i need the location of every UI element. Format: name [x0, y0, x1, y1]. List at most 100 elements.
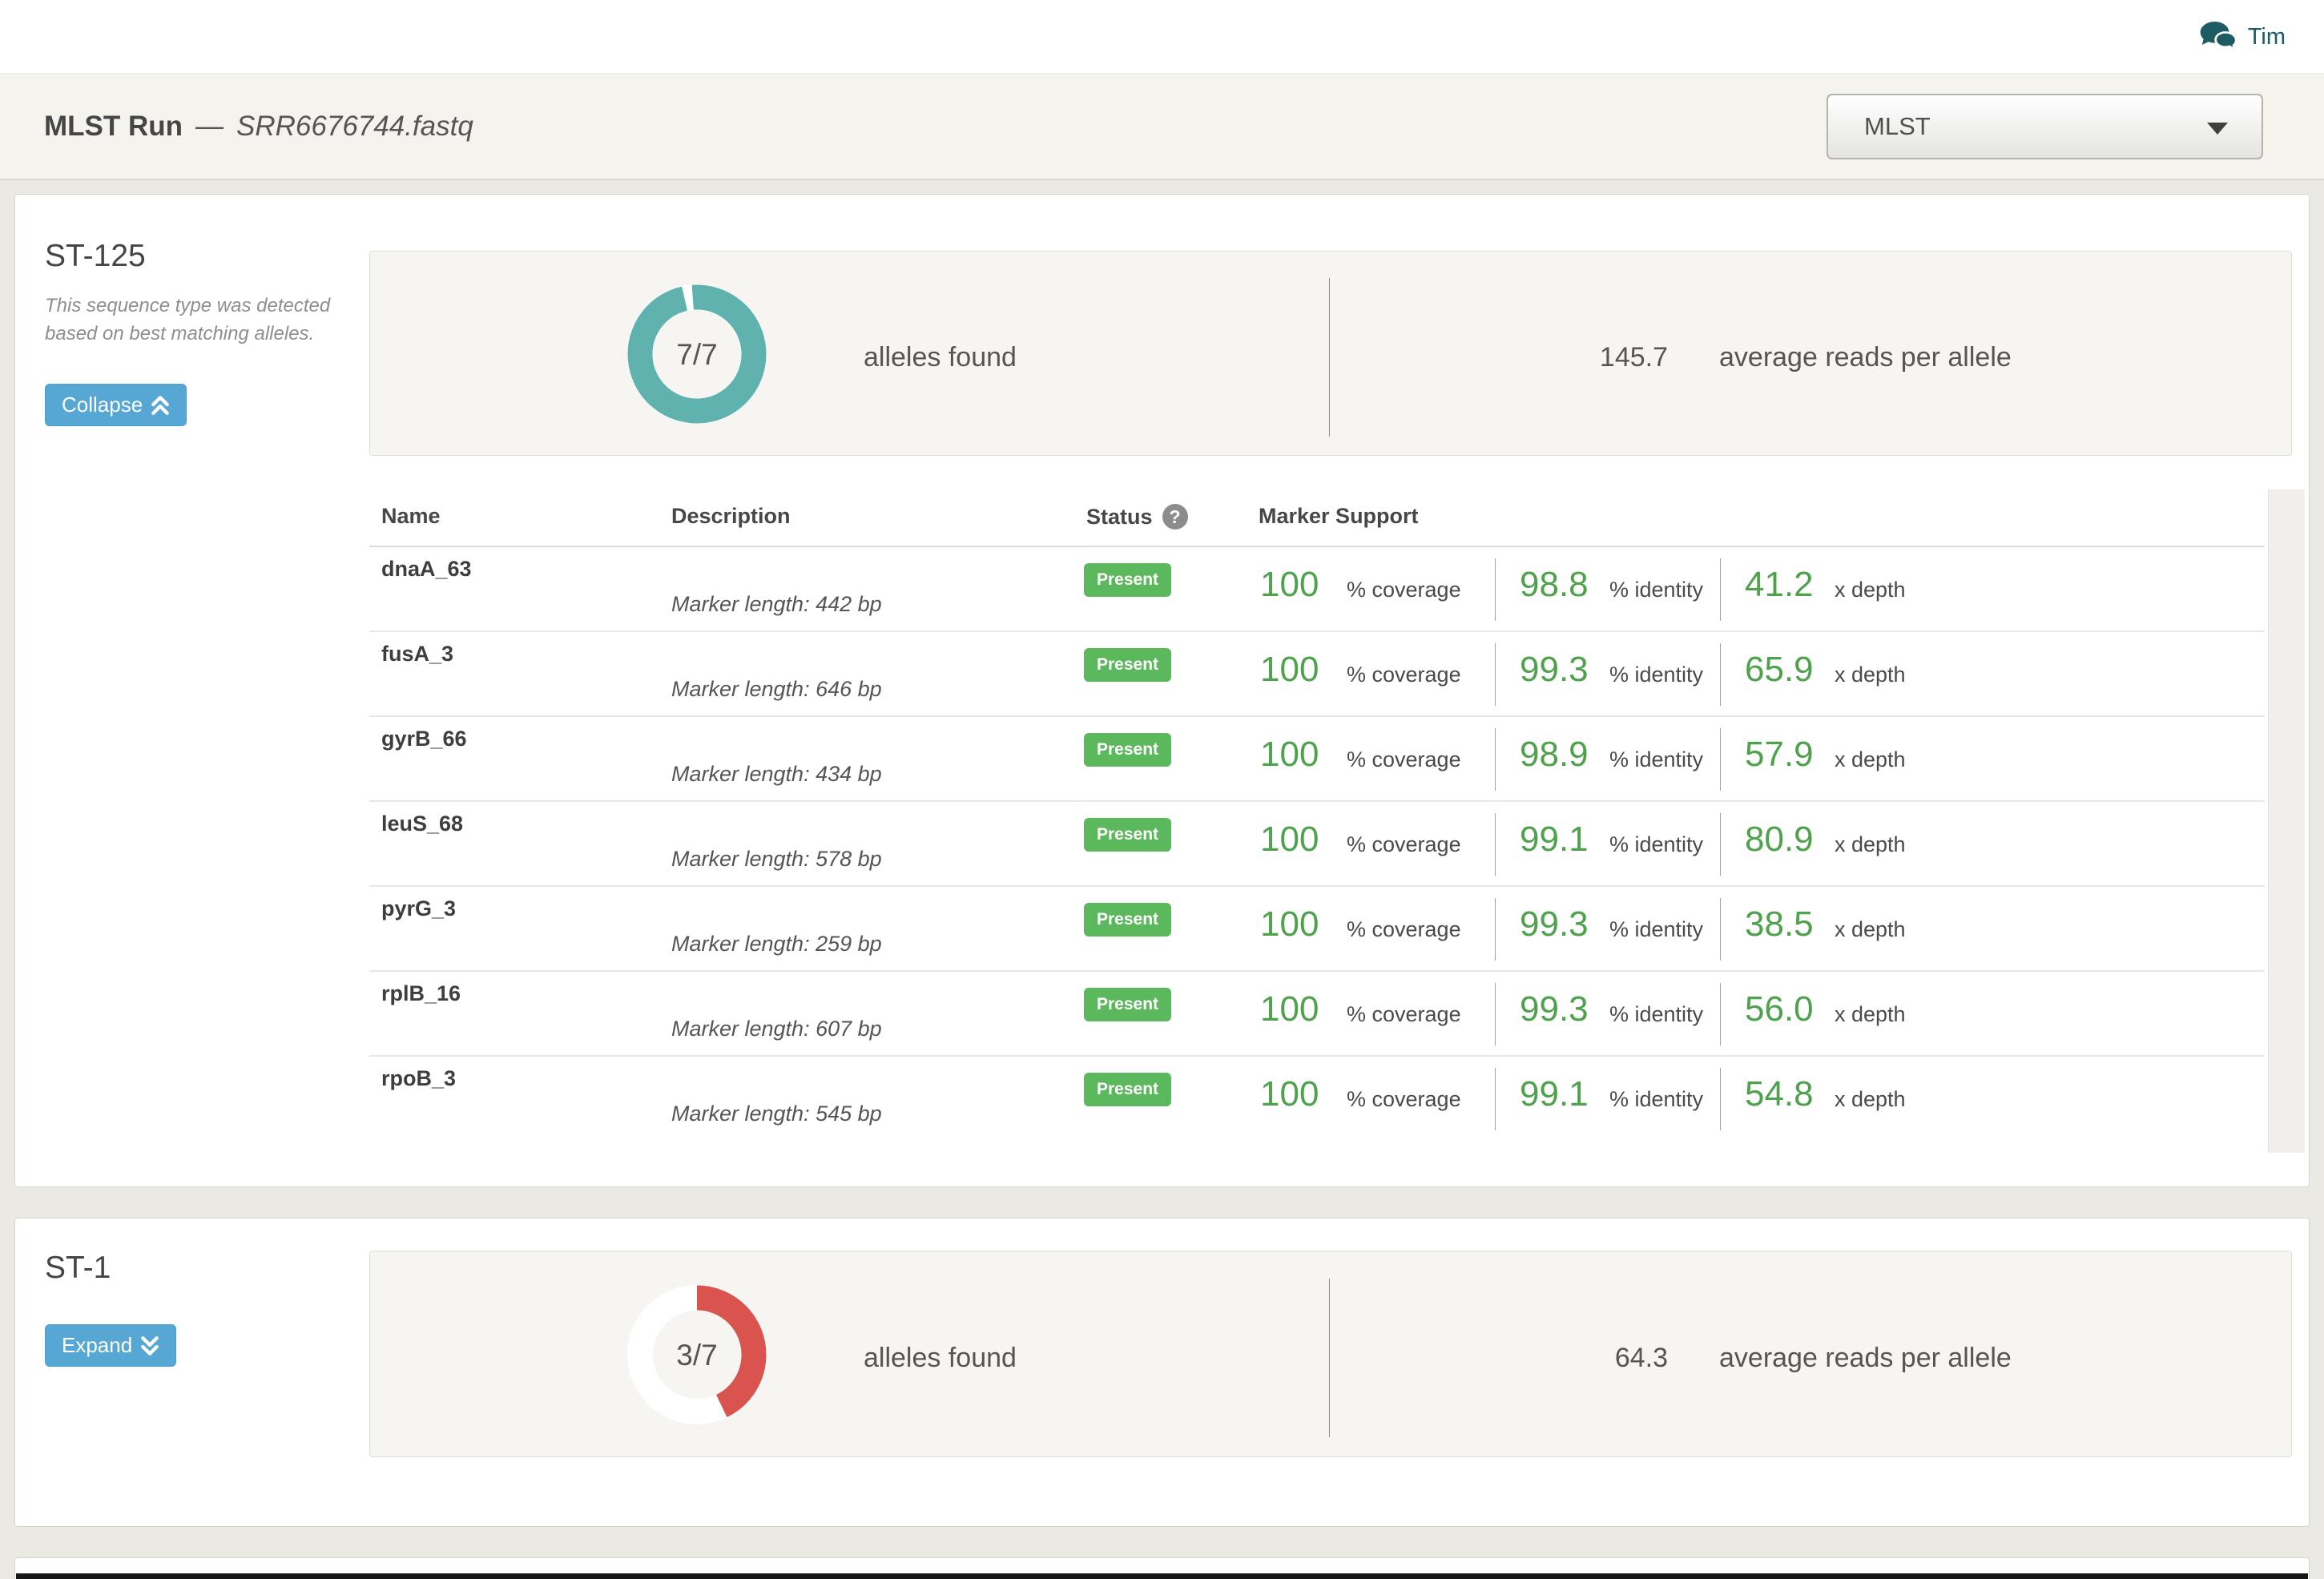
- depth-unit-label: x depth: [1835, 663, 1906, 687]
- depth-unit-label: x depth: [1835, 1002, 1906, 1026]
- sequence-type-title: ST-1: [45, 1251, 111, 1285]
- depth-value: 38.5: [1745, 904, 1814, 944]
- metric-divider: [1495, 898, 1496, 961]
- topbar: Tim: [0, 0, 2324, 74]
- marker-table: Name Description Status ? Marker Support…: [369, 489, 2265, 1142]
- table-row: pyrG_3 Marker length: 259 bp Present 100…: [369, 887, 2265, 972]
- metric-divider: [1720, 728, 1721, 791]
- metric-divider: [1495, 558, 1496, 621]
- depth-value: 65.9: [1745, 650, 1814, 689]
- breadcrumb: MLST Run — SRR6676744.fastq: [44, 74, 473, 179]
- depth-value: 80.9: [1745, 820, 1814, 859]
- depth-unit-label: x depth: [1835, 578, 1906, 602]
- page-title: MLST Run: [44, 110, 183, 142]
- depth-value: 56.0: [1745, 989, 1814, 1029]
- table-row: dnaA_63 Marker length: 442 bp Present 10…: [369, 547, 2265, 632]
- table-row: rpoB_3 Marker length: 545 bp Present 100…: [369, 1057, 2265, 1142]
- status-badge: Present: [1084, 563, 1172, 597]
- marker-description: Marker length: 545 bp: [671, 1102, 882, 1126]
- sequence-type-title: ST-125: [45, 239, 146, 273]
- coverage-value: 100: [1260, 735, 1319, 774]
- user-name: Tim: [2247, 23, 2286, 50]
- marker-description: Marker length: 646 bp: [671, 677, 882, 701]
- identity-value: 98.8: [1520, 565, 1589, 604]
- run-filename: SRR6676744.fastq: [236, 110, 473, 142]
- status-badge: Present: [1084, 648, 1172, 682]
- table-row: leuS_68 Marker length: 578 bp Present 10…: [369, 802, 2265, 887]
- column-header-name: Name: [381, 504, 441, 528]
- panel-divider: [1329, 1279, 1330, 1437]
- depth-unit-label: x depth: [1835, 1087, 1906, 1111]
- marker-description: Marker length: 578 bp: [671, 847, 882, 871]
- avg-reads-label: average reads per allele: [1719, 1343, 2012, 1373]
- marker-name: leuS_68: [381, 812, 464, 836]
- analysis-type-dropdown[interactable]: MLST: [1827, 94, 2263, 159]
- identity-value: 99.1: [1520, 820, 1589, 859]
- identity-unit-label: % identity: [1609, 832, 1704, 856]
- coverage-value: 100: [1260, 820, 1319, 859]
- depth-unit-label: x depth: [1835, 747, 1906, 771]
- identity-unit-label: % identity: [1609, 1002, 1704, 1026]
- coverage-unit-label: % coverage: [1347, 747, 1461, 771]
- table-row: fusA_3 Marker length: 646 bp Present 100…: [369, 632, 2265, 717]
- status-header-label: Status: [1086, 504, 1153, 529]
- sequence-type-card-st1: ST-1 Expand 3/7 alleles found 64.3 avera…: [14, 1218, 2310, 1527]
- table-scrollbar[interactable]: [2268, 489, 2305, 1153]
- status-badge: Present: [1084, 733, 1172, 767]
- metric-divider: [1495, 983, 1496, 1045]
- sequence-type-card-partial: [14, 1557, 2310, 1579]
- collapse-button[interactable]: Collapse: [45, 384, 187, 426]
- marker-name: rpoB_3: [381, 1066, 457, 1090]
- depth-unit-label: x depth: [1835, 832, 1906, 856]
- identity-value: 99.3: [1520, 904, 1589, 944]
- double-chevron-down-icon: [141, 1335, 159, 1355]
- marker-name: rplB_16: [381, 981, 461, 1005]
- identity-value: 98.9: [1520, 735, 1589, 774]
- coverage-value: 100: [1260, 650, 1319, 689]
- expand-button[interactable]: Expand: [45, 1324, 177, 1367]
- metric-divider: [1720, 898, 1721, 961]
- metric-divider: [1495, 643, 1496, 706]
- identity-unit-label: % identity: [1609, 747, 1704, 771]
- coverage-unit-label: % coverage: [1347, 663, 1461, 687]
- metric-divider: [1720, 813, 1721, 876]
- alleles-donut-chart: 3/7: [627, 1285, 767, 1424]
- status-badge: Present: [1084, 818, 1172, 852]
- depth-value: 57.9: [1745, 735, 1814, 774]
- summary-panel: 3/7 alleles found 64.3 average reads per…: [369, 1251, 2292, 1457]
- depth-unit-label: x depth: [1835, 917, 1906, 941]
- depth-value: 41.2: [1745, 565, 1814, 604]
- alleles-found-fraction: 7/7: [676, 338, 717, 371]
- metric-divider: [1720, 643, 1721, 706]
- summary-panel: 7/7 alleles found 145.7 average reads pe…: [369, 251, 2292, 456]
- avg-reads-label: average reads per allele: [1719, 342, 2012, 373]
- expand-button-label: Expand: [62, 1333, 133, 1357]
- collapse-button-label: Collapse: [62, 393, 143, 417]
- coverage-unit-label: % coverage: [1347, 578, 1461, 602]
- marker-name: fusA_3: [381, 642, 454, 666]
- column-header-description: Description: [671, 504, 791, 528]
- table-row: rplB_16 Marker length: 607 bp Present 10…: [369, 972, 2265, 1057]
- title-separator: —: [195, 110, 224, 142]
- user-menu[interactable]: Tim: [2200, 0, 2286, 74]
- panel-divider: [1329, 278, 1330, 437]
- page-header: MLST Run — SRR6676744.fastq MLST: [0, 74, 2324, 180]
- metric-divider: [1720, 1068, 1721, 1130]
- coverage-value: 100: [1260, 1074, 1319, 1114]
- double-chevron-up-icon: [151, 395, 170, 415]
- status-help-icon[interactable]: ?: [1162, 504, 1188, 530]
- dropdown-selected-value: MLST: [1864, 112, 1931, 140]
- avg-reads-value: 145.7: [1599, 342, 1668, 373]
- marker-table-body: dnaA_63 Marker length: 442 bp Present 10…: [369, 547, 2265, 1142]
- identity-unit-label: % identity: [1609, 663, 1704, 687]
- marker-table-header: Name Description Status ? Marker Support: [369, 489, 2265, 547]
- marker-name: gyrB_66: [381, 727, 467, 751]
- alleles-found-fraction: 3/7: [676, 1339, 717, 1372]
- avg-reads-value: 64.3: [1614, 1343, 1668, 1373]
- coverage-unit-label: % coverage: [1347, 917, 1461, 941]
- marker-description: Marker length: 442 bp: [671, 592, 882, 616]
- alleles-found-label: alleles found: [864, 1343, 1017, 1373]
- identity-value: 99.3: [1520, 989, 1589, 1029]
- chevron-down-icon: [2207, 123, 2228, 135]
- status-badge: Present: [1084, 1073, 1172, 1106]
